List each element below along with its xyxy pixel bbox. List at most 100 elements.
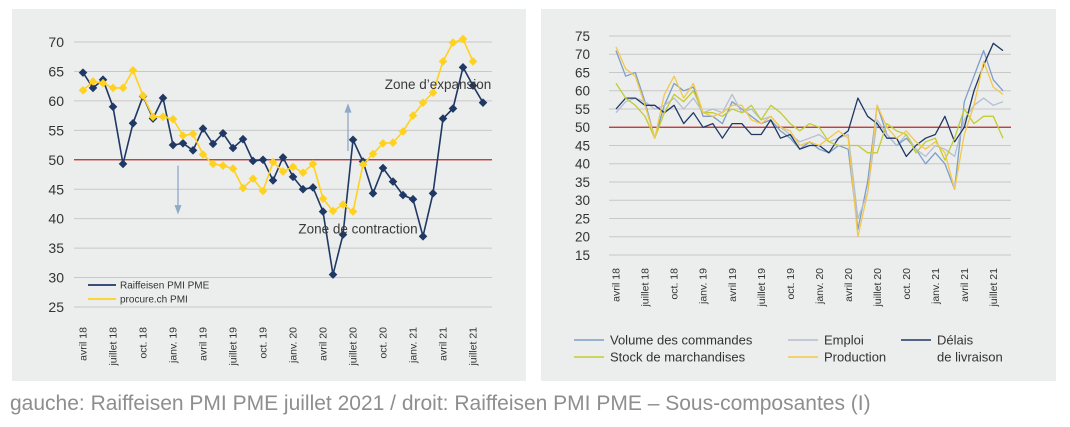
y-tick-label: 15 [575,248,590,263]
data-point [288,162,298,172]
x-tick-label: janv. 20 [288,327,300,364]
y-tick-label: 75 [575,29,590,44]
y-tick-label: 70 [48,34,64,50]
x-tick-label: juillet 18 [640,268,652,308]
data-point [368,149,378,159]
y-tick-label: 65 [48,63,64,79]
data-point [398,190,408,200]
data-point [428,189,438,198]
x-tick-label: oct. 18 [669,268,681,300]
x-tick-label: avril 21 [438,327,450,361]
data-point [158,93,168,103]
legend-label: Emploi [824,333,864,348]
data-point [228,164,238,173]
series-line [615,42,1004,158]
data-point [208,159,218,169]
data-point [448,38,458,47]
legend-label: Raiffeisen PMI PME [120,281,210,292]
data-point [388,177,398,186]
data-point [468,57,478,66]
x-tick-label: janv. 19 [698,268,710,305]
data-point [228,143,238,153]
data-point [388,138,398,147]
data-point [98,78,108,88]
data-point [418,232,428,241]
annotation-contraction: Zone de contraction [298,221,417,236]
data-point [328,270,338,279]
data-point [198,150,208,159]
x-tick-label: oct. 19 [258,327,270,359]
x-tick-label: juillet 19 [756,268,768,308]
legend-label: Délais [937,333,974,348]
data-point [118,83,128,93]
data-point [418,98,428,107]
data-point [308,183,318,192]
data-point [128,118,138,128]
data-point [88,77,98,86]
data-point [148,112,158,122]
chart-panel-left: 25 30 35 40 45 50 55 60 65 70 avril 18 juillet 18 oc… [12,9,526,381]
x-tick-label: juillet 20 [872,268,884,308]
data-point [218,161,228,170]
data-point [218,128,228,138]
x-tick-label: avril 21 [959,268,971,302]
data-point [138,91,148,100]
data-point [158,112,168,122]
legend-label: Production [824,350,886,365]
data-point [268,176,278,185]
data-point [248,174,258,183]
data-point [408,111,418,120]
data-point [328,206,338,216]
data-point [268,157,278,167]
data-point [258,186,268,196]
y-tick-label: 45 [575,138,590,153]
x-tick-label: avril 20 [318,327,330,361]
x-tick-label: avril 19 [727,268,739,302]
data-point [238,134,248,144]
data-point [438,114,448,123]
data-point [188,146,198,155]
y-tick-label: 45 [48,181,64,197]
data-point [178,138,188,148]
data-point [338,230,348,239]
data-point [278,153,288,162]
arrow-up-icon [344,103,352,113]
x-tick-label: avril 20 [843,268,855,302]
data-point [108,83,118,93]
data-point [238,183,248,193]
data-point [458,34,468,44]
data-point [128,65,138,75]
y-tick-label: 65 [575,65,590,80]
x-tick-label: juillet 21 [988,268,1000,308]
data-point [258,155,268,165]
x-tick-label: avril 18 [611,268,623,302]
data-point [188,129,198,139]
data-point [378,138,388,148]
data-point [178,131,188,140]
legend-label: Stock de marchandises [610,350,746,365]
data-point [428,88,438,97]
data-point [118,159,128,169]
y-tick-label: 30 [575,193,590,208]
data-point [348,135,358,145]
x-tick-label: oct. 18 [138,327,150,359]
pmi-chart: 25 30 35 40 45 50 55 60 65 70 avril 18 juillet 18 oc… [48,34,492,367]
y-tick-label: 30 [48,270,64,286]
y-tick-label: 25 [48,299,64,315]
data-point [198,124,208,133]
arrow-down-icon [174,205,182,215]
y-tick-label: 40 [575,157,590,172]
data-point [358,160,368,169]
data-point [288,172,298,182]
data-point [338,200,348,209]
data-point [438,57,448,66]
data-point [318,194,328,203]
data-point [348,207,358,216]
x-tick-label: juillet 18 [108,327,120,367]
data-point [368,189,378,198]
data-point [298,168,308,178]
data-point [318,207,328,216]
x-tick-label: janv. 19 [168,327,180,364]
x-tick-label: janv. 21 [930,268,942,305]
annotation-expansion: Zone d’expansion [385,77,492,92]
